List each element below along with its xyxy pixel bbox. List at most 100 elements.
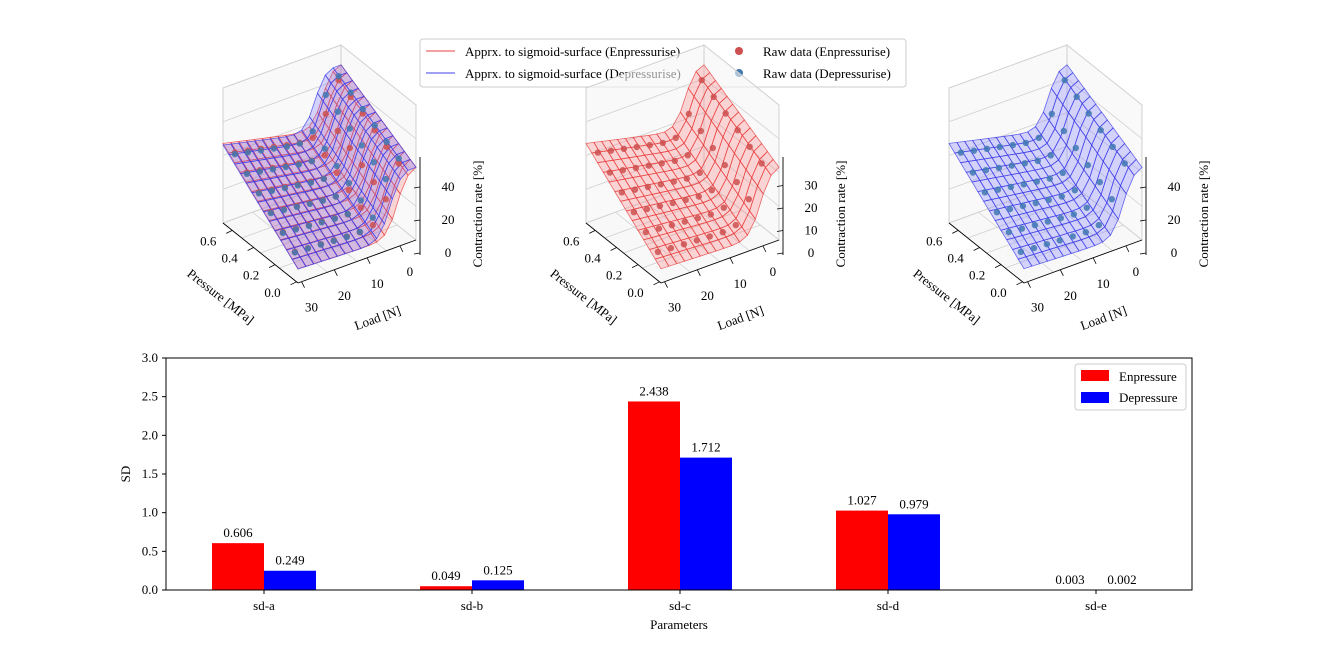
- bar-value-label: 0.125: [483, 562, 512, 577]
- pressure-tick-mark: [631, 264, 639, 269]
- raw-data-point-enpressurise: [322, 110, 329, 118]
- pressure-tick-mark: [1016, 281, 1023, 286]
- raw-data-point-enpressurise: [633, 143, 640, 151]
- raw-data-point-depressurise: [1070, 211, 1078, 218]
- raw-data-point-enpressurise: [681, 218, 688, 225]
- y-axis-label: SD: [118, 466, 133, 483]
- load-tick-label: 20: [1064, 288, 1077, 303]
- raw-data-point-depressurise: [382, 175, 389, 183]
- raw-data-point-depressurise: [1109, 143, 1116, 150]
- floor-gridline: [281, 201, 358, 262]
- load-tick-label: 0: [1133, 264, 1140, 279]
- contraction-tick-label: 20: [1168, 212, 1181, 227]
- load-axis-line: [1023, 239, 1143, 284]
- raw-data-point-depressurise: [333, 162, 340, 170]
- pressure-tick-mark: [589, 230, 596, 234]
- pressure-axis-line: [222, 222, 299, 284]
- raw-data-point-depressurise: [295, 161, 302, 168]
- raw-data-point-depressurise: [269, 166, 277, 173]
- contraction-tick-label: 40: [442, 179, 455, 194]
- raw-data-point-depressurise: [1121, 160, 1128, 167]
- raw-data-point-depressurise: [292, 226, 300, 233]
- load-axis-label: Load [N]: [1078, 303, 1128, 334]
- load-axis-label: Load [N]: [352, 303, 402, 334]
- raw-data-point-depressurise: [294, 182, 301, 189]
- raw-data-point-depressurise: [994, 186, 1002, 193]
- raw-data-point-enpressurise: [733, 178, 740, 186]
- surface-cell-enpressurise: [695, 64, 711, 80]
- raw-data-point-depressurise: [296, 140, 303, 147]
- raw-data-point-enpressurise: [719, 229, 726, 236]
- load-axis-line: [660, 239, 780, 284]
- bar-depressure-sd-b: [472, 580, 524, 590]
- bar-value-label: 0.003: [1055, 572, 1084, 587]
- raw-data-point-depressurise: [1045, 196, 1053, 204]
- contraction-tick-label: 20: [442, 212, 455, 227]
- raw-data-point-enpressurise: [721, 161, 728, 169]
- load-tick-label: 20: [338, 288, 351, 303]
- raw-data-point-depressurise: [322, 91, 329, 99]
- raw-data-point-enpressurise: [693, 237, 700, 244]
- raw-data-point-depressurise: [1033, 178, 1041, 185]
- raw-data-point-enpressurise: [746, 143, 753, 150]
- load-axis-label: Load [N]: [715, 303, 765, 334]
- raw-data-point-enpressurise: [642, 228, 650, 236]
- y-tick-label: 1.0: [142, 505, 158, 520]
- raw-data-point-depressurise: [970, 147, 978, 154]
- pressure-tick-label: 0.2: [969, 268, 985, 283]
- raw-data-point-enpressurise: [697, 127, 704, 135]
- contraction-tick-label: 30: [805, 178, 818, 193]
- raw-data-point-enpressurise: [658, 160, 665, 167]
- x-axis-label: Parameters: [650, 617, 708, 632]
- raw-data-point-enpressurise: [606, 169, 614, 176]
- surface-cell-depressurise: [1058, 64, 1074, 80]
- raw-data-point-depressurise: [231, 150, 239, 158]
- raw-data-point-depressurise: [993, 209, 1001, 216]
- raw-data-point-depressurise: [1059, 169, 1067, 176]
- raw-data-point-depressurise: [359, 105, 366, 113]
- raw-data-point-enpressurise: [620, 145, 628, 152]
- contraction-tick-label: 0: [1171, 245, 1178, 260]
- contraction-tick-label: 20: [805, 200, 818, 215]
- contraction-tick-mark: [776, 207, 784, 210]
- raw-data-point-depressurise: [1061, 77, 1068, 84]
- raw-data-point-depressurise: [305, 222, 313, 229]
- raw-data-point-enpressurise: [710, 93, 717, 101]
- raw-data-point-depressurise: [395, 155, 402, 162]
- load-tick-mark: [729, 257, 734, 264]
- legend-marker-enpressurise: [735, 47, 743, 55]
- pressure-tick-label: 0.4: [585, 251, 602, 266]
- raw-data-point-depressurise: [982, 167, 990, 174]
- bar-enpressure-sd-d: [836, 510, 888, 590]
- raw-data-point-depressurise: [1071, 187, 1079, 194]
- raw-data-point-enpressurise: [359, 110, 366, 117]
- raw-data-point-depressurise: [309, 128, 316, 135]
- raw-data-point-depressurise: [371, 122, 378, 129]
- raw-data-point-enpressurise: [685, 110, 692, 118]
- raw-data-point-depressurise: [321, 145, 328, 152]
- legend-label-raw-enpressurise: Raw data (Enpressurise): [763, 44, 890, 59]
- raw-data-point-depressurise: [1005, 228, 1013, 236]
- raw-data-point-depressurise: [1097, 127, 1104, 134]
- contraction-axis-label: Contraction rate [%]: [470, 161, 485, 268]
- raw-data-point-enpressurise: [345, 187, 352, 194]
- bar-enpressure-sd-c: [628, 401, 680, 590]
- raw-data-point-enpressurise: [370, 178, 377, 186]
- raw-data-point-enpressurise: [333, 169, 340, 176]
- raw-data-point-depressurise: [1060, 127, 1068, 135]
- raw-data-point-enpressurise: [321, 152, 328, 159]
- raw-data-point-enpressurise: [619, 167, 627, 174]
- raw-data-point-enpressurise: [645, 162, 652, 169]
- raw-data-point-enpressurise: [667, 244, 675, 252]
- raw-data-point-depressurise: [1048, 110, 1056, 118]
- raw-data-point-depressurise: [343, 233, 350, 240]
- raw-data-point-depressurise: [358, 142, 365, 149]
- raw-data-point-enpressurise: [706, 233, 713, 240]
- x-tick-label: sd-d: [877, 598, 900, 613]
- bar-legend-label-depressure: Depressure: [1119, 390, 1178, 405]
- raw-data-point-enpressurise: [680, 241, 688, 248]
- raw-data-point-depressurise: [308, 158, 315, 165]
